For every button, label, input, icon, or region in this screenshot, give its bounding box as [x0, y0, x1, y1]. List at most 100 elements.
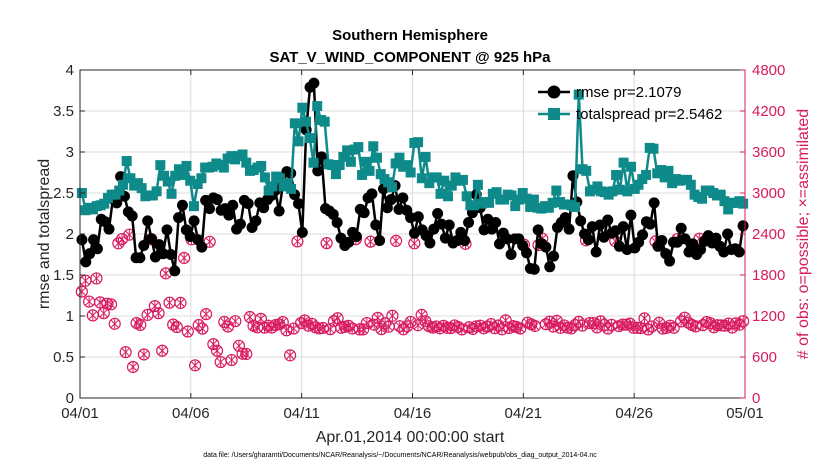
assimilated-obs-point: [636, 323, 646, 334]
totalspread-point: [256, 160, 267, 171]
y-axis-right-label: # of obs: o=possible; ×=assimilated: [795, 109, 812, 359]
rmse-point: [273, 205, 285, 217]
rmse-point: [76, 234, 88, 246]
data-file-footnote: data file: /Users/gharamti/Documents/NCA…: [203, 452, 597, 459]
totalspread-point: [181, 160, 192, 171]
y-tick-label: 0.5: [53, 349, 74, 366]
x-tick-label: 04/01: [61, 405, 99, 422]
y-tick-label: 1.5: [53, 267, 74, 284]
obs-count-series: [75, 228, 750, 374]
rmse-point: [412, 211, 424, 223]
rmse-point: [590, 246, 602, 258]
y-right-tick-label: 1800: [752, 267, 785, 284]
totalspread-point: [663, 165, 674, 176]
assimilated-obs-point: [388, 310, 397, 321]
y-tick-label: 3: [66, 144, 74, 161]
possible-obs-point: [203, 235, 216, 248]
rmse-point: [463, 217, 475, 229]
totalspread-point: [723, 204, 734, 215]
totalspread-line: [80, 94, 744, 213]
assimilated-obs-point: [154, 308, 163, 319]
totalspread-point: [547, 197, 558, 208]
possible-obs-point: [75, 285, 88, 298]
rmse-point: [710, 232, 722, 244]
possible-obs-point: [291, 235, 304, 248]
possible-obs-point: [174, 296, 187, 309]
assimilated-obs-point: [548, 321, 558, 332]
possible-obs-point: [393, 320, 406, 333]
rmse-point: [656, 235, 668, 247]
assimilated-obs-point: [300, 315, 310, 326]
totalspread-point: [338, 151, 349, 162]
totalspread-point: [715, 189, 726, 200]
axes: 04/01 04/06 04/11 04/16 04/21 04/26 05/0100.51…: [53, 62, 785, 422]
totalspread-point: [345, 156, 356, 167]
assimilated-obs-point: [640, 313, 649, 324]
totalspread-point: [330, 169, 341, 180]
assimilated-obs-point: [157, 345, 167, 356]
rmse-point: [455, 226, 467, 238]
rmse-point: [146, 233, 158, 245]
assimilated-obs-point: [691, 321, 701, 332]
rmse-point: [204, 203, 216, 215]
assimilated-obs-point: [406, 316, 416, 327]
totalspread-point: [274, 173, 285, 184]
totalspread-point: [413, 137, 424, 148]
assimilated-obs-point: [490, 323, 500, 334]
totalspread-point: [472, 179, 483, 190]
assimilated-obs-point: [373, 312, 383, 323]
totalspread-point: [151, 186, 162, 197]
y-right-tick-label: 600: [752, 349, 777, 366]
totalspread-point: [364, 165, 375, 176]
totalspread-point: [416, 173, 427, 184]
rmse-point: [350, 230, 362, 242]
assimilated-obs-point: [216, 357, 226, 368]
legend-totalspread-marker: [548, 108, 560, 120]
rmse-point: [196, 241, 208, 253]
assimilated-obs-point: [77, 286, 87, 297]
rmse-point: [459, 235, 471, 247]
assimilated-obs-point: [234, 340, 244, 351]
totalspread-point: [573, 89, 584, 100]
rmse-point: [687, 238, 699, 250]
assimilated-obs-point: [420, 316, 430, 327]
totalspread-point: [581, 165, 592, 176]
assimilated-obs-point: [329, 316, 339, 327]
assimilated-obs-point: [198, 323, 207, 334]
rmse-point: [532, 224, 544, 236]
totalspread-point: [297, 102, 308, 113]
x-axis-label: Apr.01,2014 00:00:00 start: [316, 429, 505, 446]
assimilated-obs-point: [282, 325, 291, 336]
totalspread-point: [618, 157, 629, 168]
totalspread-point: [648, 143, 659, 154]
rmse-point: [343, 236, 355, 248]
totalspread-point: [622, 186, 633, 197]
possible-obs-point: [236, 347, 249, 360]
rmse-point: [559, 212, 571, 224]
totalspread-point: [166, 188, 177, 199]
possible-obs-point: [327, 314, 341, 328]
assimilated-obs-point: [143, 309, 152, 320]
possible-obs-point: [225, 353, 238, 367]
possible-obs-point: [240, 347, 253, 361]
legend-label: rmse pr=2.1079: [576, 84, 681, 101]
possible-obs-point: [415, 308, 428, 322]
totalspread-point: [241, 157, 252, 168]
totalspread-point: [528, 194, 539, 205]
possible-obs-point: [378, 317, 392, 330]
possible-obs-point: [104, 298, 118, 311]
y-tick-label: 2.5: [53, 185, 74, 202]
totalspread-point: [405, 167, 416, 178]
totalspread-point: [162, 176, 173, 187]
rmse-point: [134, 252, 146, 264]
totalspread-point: [286, 183, 297, 194]
assimilated-obs-point: [293, 236, 302, 247]
totalspread-point: [461, 191, 472, 202]
assimilated-obs-point: [168, 319, 178, 330]
possible-obs-point: [137, 348, 151, 361]
totalspread-point: [484, 197, 495, 208]
rmse-point: [292, 198, 304, 210]
assimilated-obs-point: [88, 310, 98, 321]
totalspread-point: [312, 101, 323, 112]
rmse-point: [234, 218, 246, 230]
